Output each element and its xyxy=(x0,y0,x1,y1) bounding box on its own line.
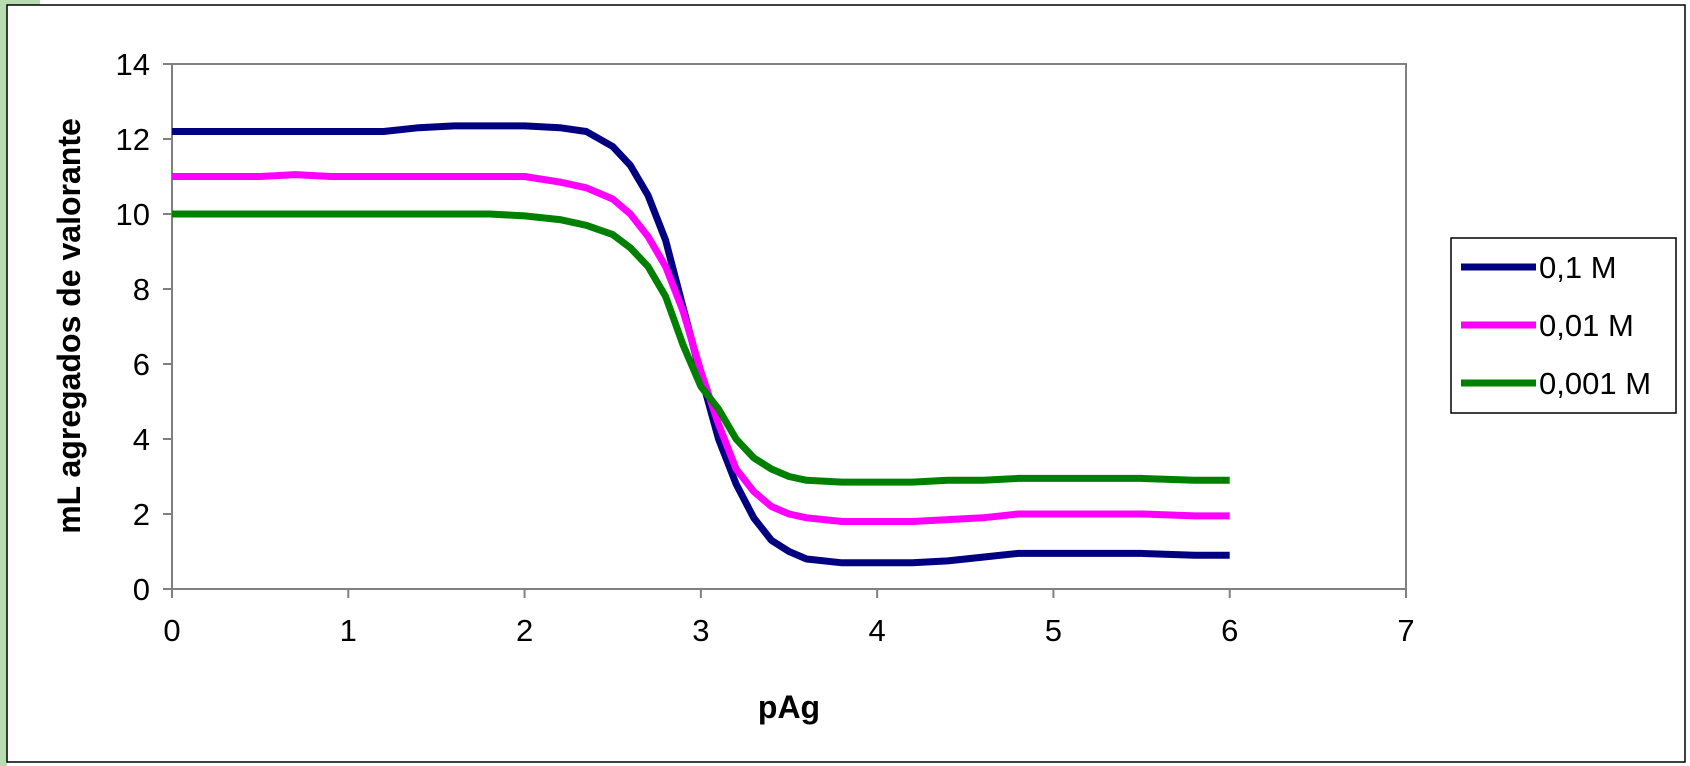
legend-label: 0,001 M xyxy=(1539,366,1651,401)
legend-item: 0,001 M xyxy=(1461,366,1651,401)
legend-label: 0,1 M xyxy=(1539,250,1617,285)
x-tick-label: 6 xyxy=(1221,613,1238,648)
x-tick-label: 7 xyxy=(1397,613,1414,648)
legend-item: 0,01 M xyxy=(1461,308,1634,343)
y-tick-label: 12 xyxy=(116,122,150,157)
x-tick-label: 1 xyxy=(340,613,357,648)
y-tick-label: 4 xyxy=(133,422,150,457)
y-tick-label: 0 xyxy=(133,572,150,607)
y-tick-label: 2 xyxy=(133,497,150,532)
x-tick-label: 5 xyxy=(1045,613,1062,648)
legend: 0,1 M 0,01 M 0,001 M xyxy=(1450,237,1677,414)
x-axis-ticks: 0 1 2 3 4 5 6 7 xyxy=(163,589,1415,648)
y-tick-label: 6 xyxy=(133,347,150,382)
plot-area xyxy=(171,63,1407,590)
y-axis-title: mL agregados de valorante xyxy=(51,118,87,534)
legend-item: 0,1 M xyxy=(1461,250,1617,285)
x-tick-label: 2 xyxy=(516,613,533,648)
series-line-1 xyxy=(172,171,1230,525)
x-tick-label: 3 xyxy=(692,613,709,648)
series-line-2 xyxy=(172,210,1230,486)
y-tick-label: 14 xyxy=(116,47,150,82)
x-axis-title: pAg xyxy=(758,689,820,725)
frame-accent-strip xyxy=(0,0,7,766)
legend-label: 0,01 M xyxy=(1539,308,1634,343)
y-tick-label: 10 xyxy=(116,197,150,232)
x-tick-label: 0 xyxy=(163,613,180,648)
y-tick-label: 8 xyxy=(133,272,150,307)
series-line-0 xyxy=(172,122,1230,567)
series-lines xyxy=(172,122,1230,567)
x-tick-label: 4 xyxy=(869,613,886,648)
y-axis-ticks: 0 2 4 6 8 10 12 14 xyxy=(116,47,172,607)
